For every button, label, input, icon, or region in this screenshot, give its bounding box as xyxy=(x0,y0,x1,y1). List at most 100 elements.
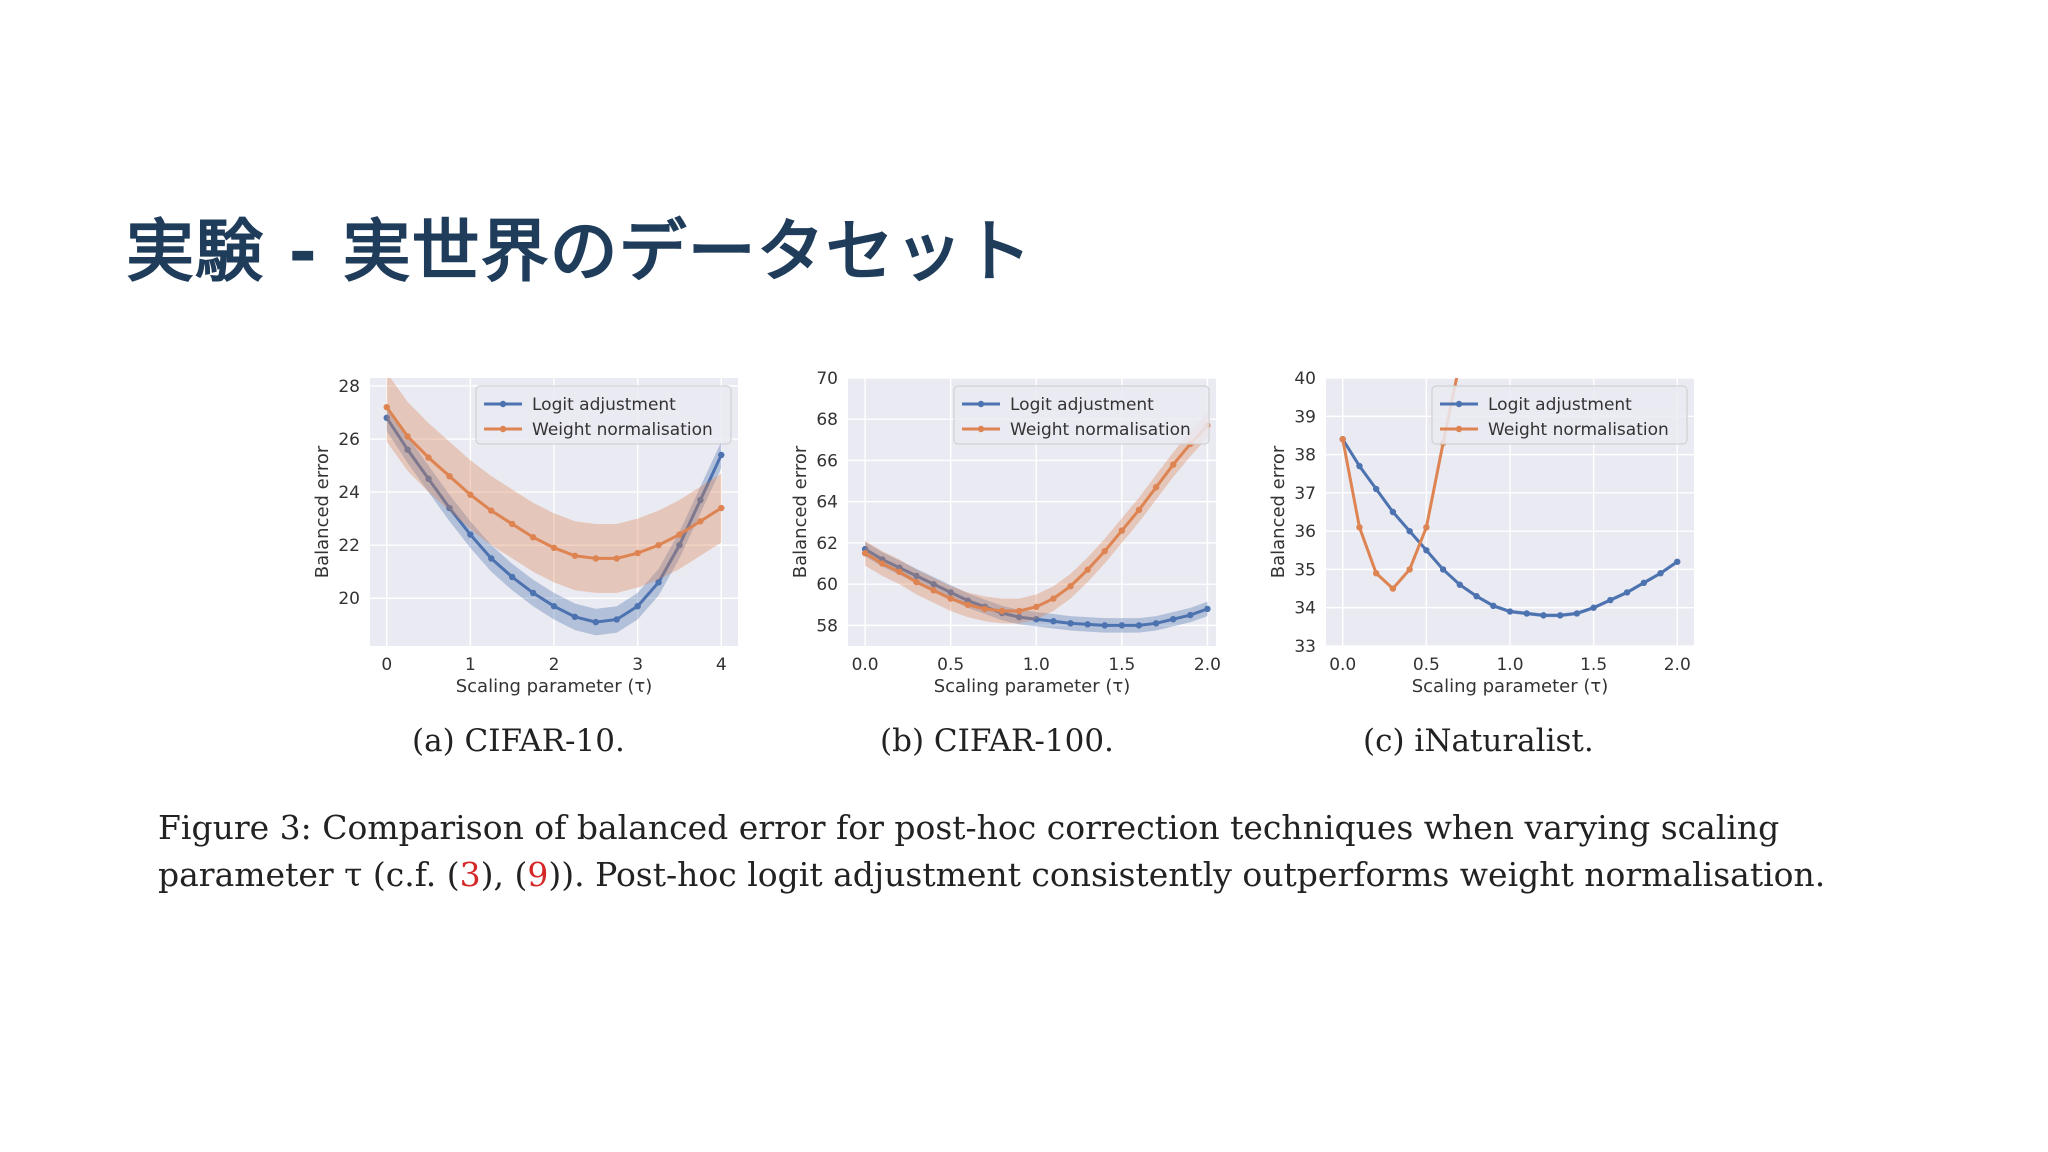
data-point-logit-adjustment xyxy=(676,541,683,549)
data-point-weight-normalisation xyxy=(1372,570,1380,577)
data-point-logit-adjustment xyxy=(488,555,495,562)
data-point-weight-normalisation xyxy=(1033,603,1040,611)
chart-cifar100: 0.0 0.5 1.0 1.5 2.0 58 60 62 64 66 68 70 Logit adjus… xyxy=(790,369,1221,697)
data-point-weight-normalisation xyxy=(571,552,579,559)
data-point-weight-normalisation xyxy=(1152,484,1160,491)
data-point-weight-normalisation xyxy=(718,504,725,512)
data-point-logit-adjustment xyxy=(1033,616,1040,623)
x-tick-label: 2.0 xyxy=(1194,655,1221,675)
data-point-weight-normalisation xyxy=(592,555,600,562)
data-point-logit-adjustment xyxy=(930,580,937,588)
data-point-weight-normalisation xyxy=(1339,436,1346,443)
data-point-logit-adjustment xyxy=(1372,485,1380,493)
data-point-logit-adjustment xyxy=(947,589,954,596)
data-point-weight-normalisation xyxy=(896,568,903,575)
data-point-logit-adjustment xyxy=(913,572,920,580)
data-point-weight-normalisation xyxy=(981,605,989,613)
plot-series-group xyxy=(861,413,1211,633)
data-point-logit-adjustment xyxy=(1623,589,1631,596)
x-tick-label: 0 xyxy=(381,655,392,675)
y-tick-label: 36 xyxy=(1294,522,1316,542)
data-point-logit-adjustment xyxy=(425,475,432,483)
y-tick-label: 38 xyxy=(1294,446,1316,466)
x-tick-label: 0.0 xyxy=(1329,655,1356,675)
x-axis-label: Scaling parameter (τ) xyxy=(1412,676,1609,697)
data-point-logit-adjustment xyxy=(1204,605,1211,613)
legend-box xyxy=(475,385,732,445)
caption-text: )). Post-hoc logit adjustment consistent… xyxy=(548,855,1826,894)
legend-box xyxy=(1431,385,1688,445)
y-tick-label: 58 xyxy=(816,616,838,636)
data-point-weight-normalisation xyxy=(947,595,954,602)
data-point-weight-normalisation xyxy=(1101,547,1108,555)
equation-ref-link[interactable]: 3 xyxy=(459,855,481,894)
data-point-weight-normalisation xyxy=(861,550,869,557)
data-point-logit-adjustment xyxy=(1356,462,1363,470)
confidence-band-weight-normalisation xyxy=(386,378,722,593)
y-tick-label: 40 xyxy=(1294,369,1316,389)
data-point-weight-normalisation xyxy=(964,601,972,608)
data-point-logit-adjustment xyxy=(1067,620,1074,627)
data-point-logit-adjustment xyxy=(592,618,600,626)
y-tick-label: 37 xyxy=(1294,484,1316,504)
legend-marker-weight-normalisation xyxy=(1455,425,1463,433)
y-axis-label: Balanced error xyxy=(790,445,811,578)
y-tick-label: 64 xyxy=(816,493,838,513)
y-tick-label: 60 xyxy=(816,575,838,595)
x-tick-label: 2 xyxy=(549,655,560,675)
data-point-logit-adjustment xyxy=(529,589,537,597)
figure-caption-line-1: Figure 3: Comparison of balanced error f… xyxy=(158,808,1780,847)
data-point-logit-adjustment xyxy=(1118,622,1126,629)
data-point-weight-normalisation xyxy=(930,587,937,594)
legend-marker-weight-normalisation xyxy=(499,425,507,433)
data-point-logit-adjustment xyxy=(1170,616,1177,623)
x-tick-label: 0.5 xyxy=(1413,655,1440,675)
y-tick-label: 35 xyxy=(1294,560,1316,580)
x-tick-label: 3 xyxy=(632,655,643,675)
data-point-weight-normalisation xyxy=(425,454,432,461)
legend-label-logit-adjustment: Logit adjustment xyxy=(1010,395,1154,415)
data-point-weight-normalisation xyxy=(404,433,411,440)
x-axis-label: Scaling parameter (τ) xyxy=(456,676,653,697)
chart-inaturalist: 0.0 0.5 1.0 1.5 2.0 33 34 35 36 37 38 39 40 Logit adj… xyxy=(1268,369,1694,697)
y-tick-label: 28 xyxy=(338,377,360,397)
confidence-band-weight-normalisation xyxy=(865,413,1208,624)
y-tick-label: 62 xyxy=(816,534,838,554)
y-tick-label: 33 xyxy=(1294,637,1316,657)
figure-caption-line-2: parameter τ (c.f. (3), (9)). Post-hoc lo… xyxy=(158,851,1858,898)
legend-label-logit-adjustment: Logit adjustment xyxy=(532,395,676,415)
data-point-weight-normalisation xyxy=(1389,585,1397,592)
data-point-weight-normalisation xyxy=(1406,566,1413,573)
data-point-weight-normalisation xyxy=(879,560,886,567)
data-point-weight-normalisation xyxy=(488,507,495,514)
y-tick-label: 34 xyxy=(1294,599,1316,619)
caption-inaturalist: (c) iNaturalist. xyxy=(1363,723,1594,759)
caption-text: parameter τ (c.f. ( xyxy=(158,855,460,894)
data-point-weight-normalisation xyxy=(1356,524,1363,531)
data-point-weight-normalisation xyxy=(529,534,537,541)
y-tick-label: 26 xyxy=(338,430,360,450)
data-point-weight-normalisation xyxy=(467,491,474,498)
data-point-logit-adjustment xyxy=(1640,579,1648,587)
y-tick-label: 24 xyxy=(338,483,360,503)
legend-marker-logit-adjustment xyxy=(977,400,985,408)
y-axis-label: Balanced error xyxy=(312,445,333,578)
y-tick-label: 22 xyxy=(338,536,360,556)
equation-ref-link[interactable]: 9 xyxy=(527,855,549,894)
x-axis-label: Scaling parameter (τ) xyxy=(934,676,1131,697)
data-point-logit-adjustment xyxy=(1050,618,1057,625)
figure-caption: Figure 3: Comparison of balanced error f… xyxy=(158,804,1858,898)
y-tick-label: 66 xyxy=(816,451,838,471)
data-point-weight-normalisation xyxy=(697,518,704,525)
data-point-logit-adjustment xyxy=(1573,610,1581,617)
x-tick-label: 1.0 xyxy=(1496,655,1523,675)
data-point-weight-normalisation xyxy=(1170,461,1177,468)
data-point-weight-normalisation xyxy=(1050,595,1057,602)
data-point-logit-adjustment xyxy=(1556,612,1564,619)
data-point-logit-adjustment xyxy=(1389,508,1397,516)
data-point-weight-normalisation xyxy=(676,531,683,538)
y-tick-label: 20 xyxy=(338,589,360,609)
data-point-weight-normalisation xyxy=(1135,506,1143,514)
caption-text: ), ( xyxy=(480,855,528,894)
legend-marker-logit-adjustment xyxy=(1455,400,1463,408)
